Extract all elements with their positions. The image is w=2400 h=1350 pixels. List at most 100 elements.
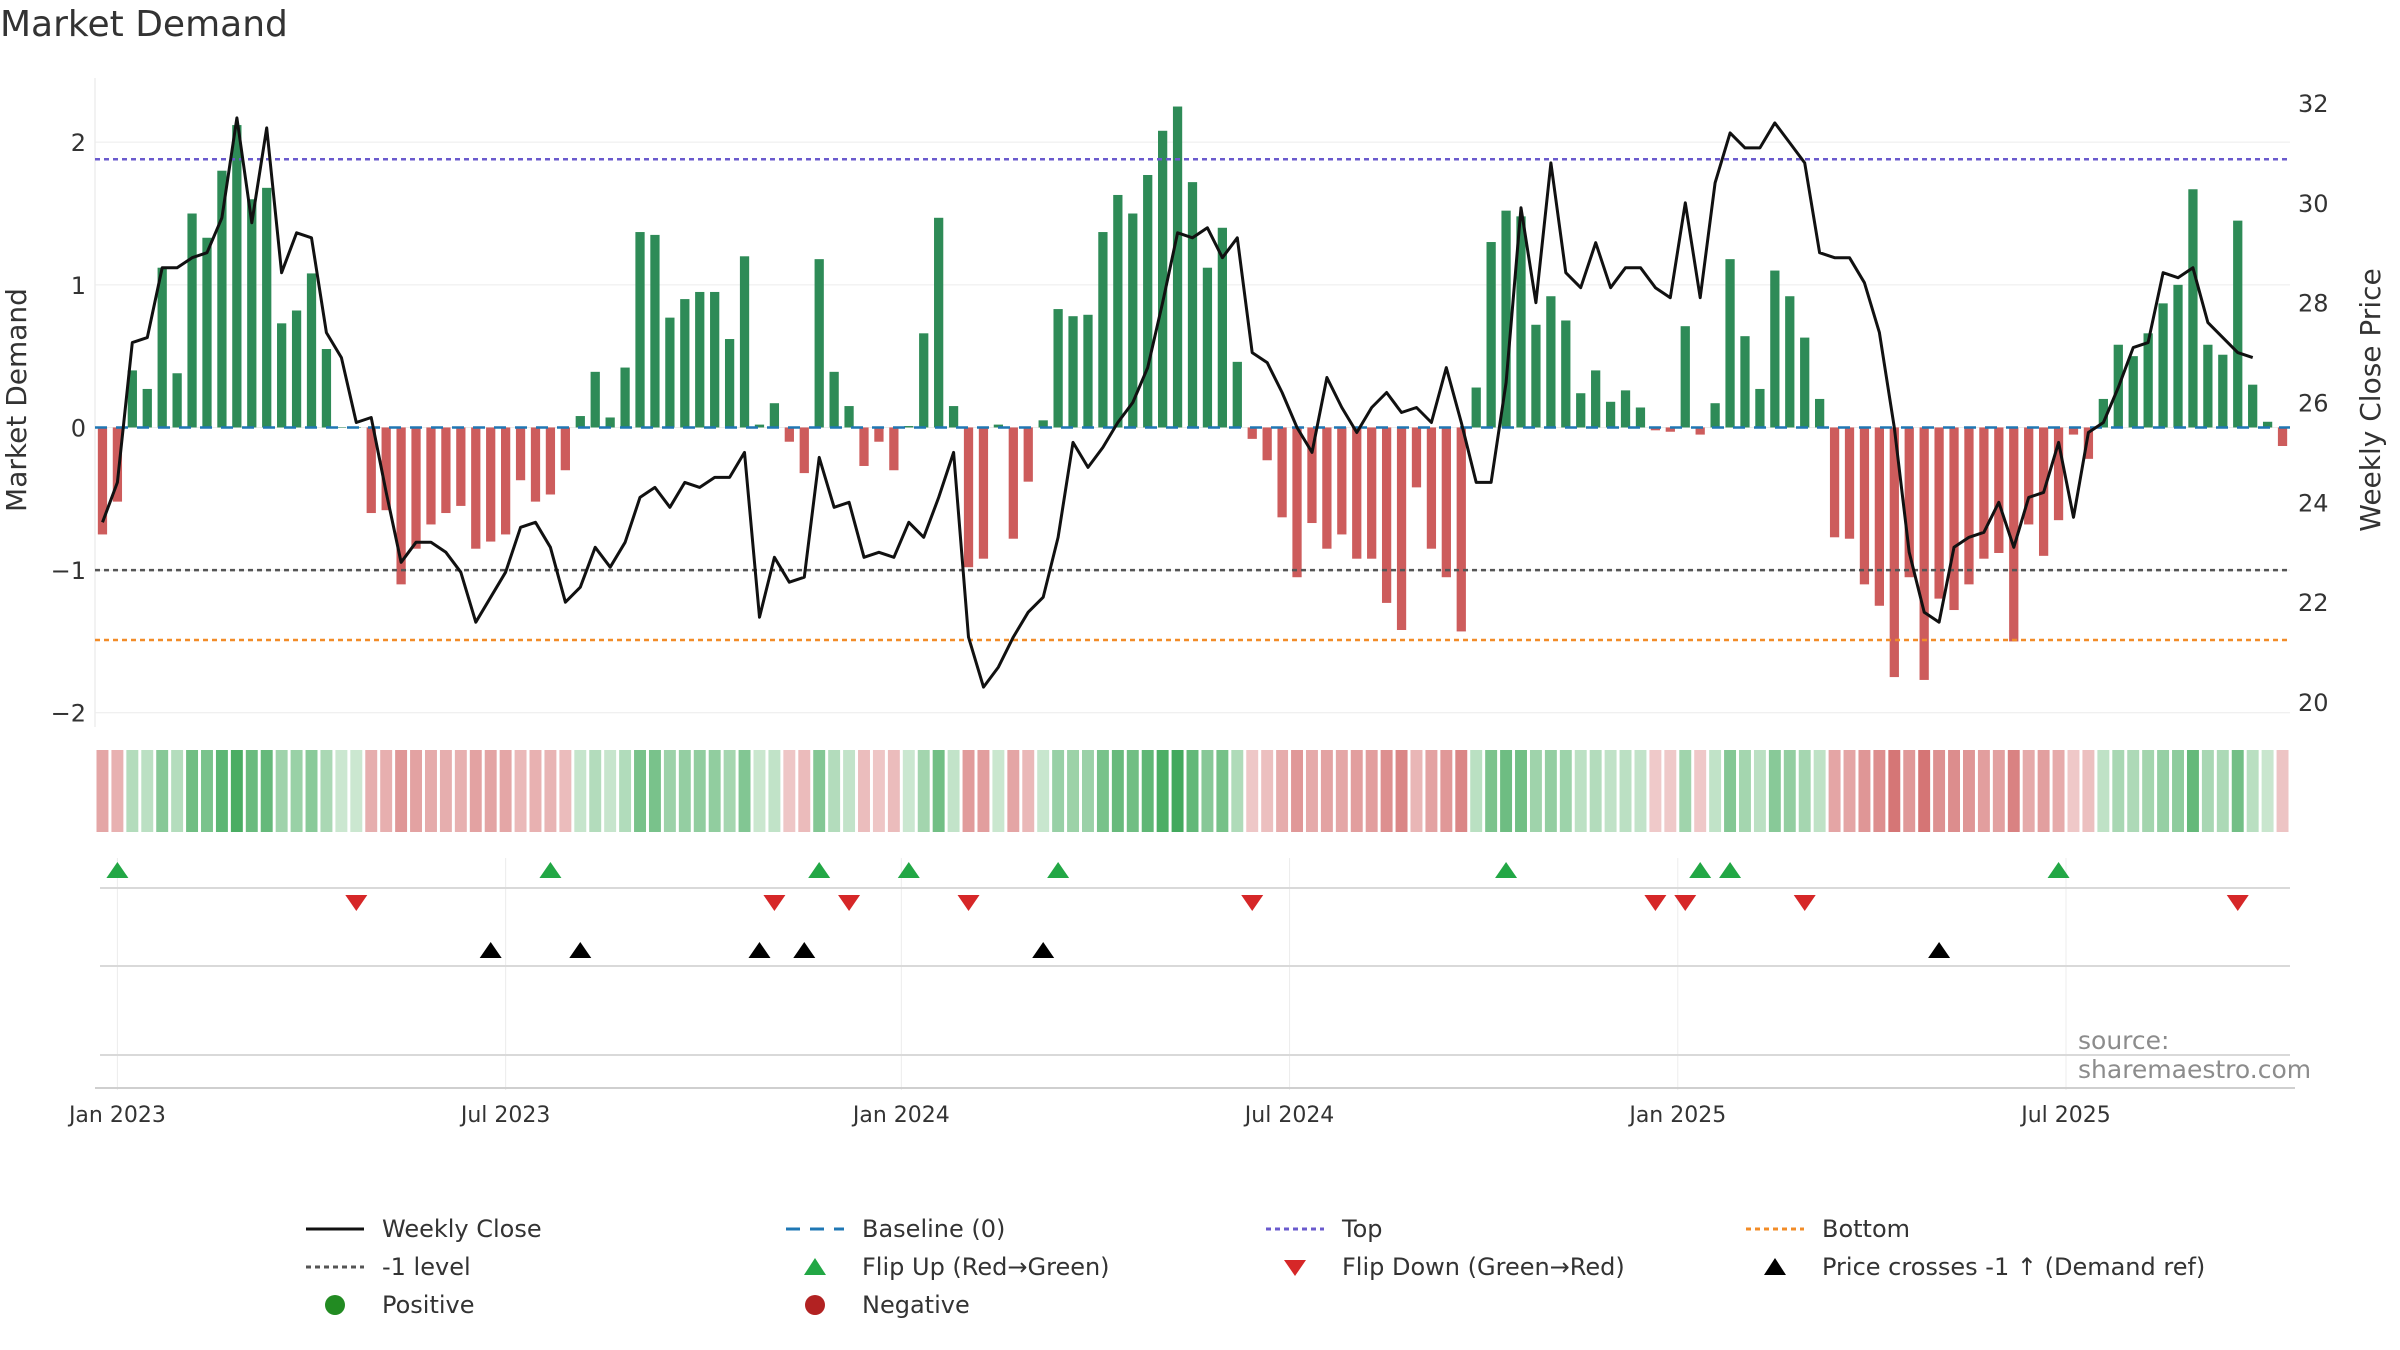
legend-top: Top bbox=[1260, 1212, 1740, 1246]
demand-bar bbox=[739, 256, 750, 428]
demand-bar bbox=[844, 406, 854, 428]
heat-cell bbox=[872, 750, 885, 832]
heat-cell bbox=[1783, 750, 1796, 832]
demand-bar bbox=[2024, 427, 2034, 525]
heat-cell bbox=[589, 750, 602, 832]
heat-cell bbox=[424, 750, 437, 832]
y-tick-label: −1 bbox=[51, 557, 86, 585]
heat-cell bbox=[454, 750, 467, 832]
demand-bar bbox=[1770, 270, 1780, 428]
legend-flip-up: Flip Up (Red→Green) bbox=[780, 1250, 1260, 1284]
heat-cell bbox=[1649, 750, 1662, 832]
demand-bar bbox=[1068, 316, 1078, 428]
chart-title: Market Demand bbox=[0, 4, 288, 45]
demand-bar bbox=[560, 427, 570, 471]
heat-cell bbox=[1813, 750, 1826, 832]
y-tick-label: 0 bbox=[71, 414, 86, 442]
heat-cell bbox=[1111, 750, 1124, 832]
price-cross-marker bbox=[748, 942, 771, 958]
heat-cell bbox=[290, 750, 303, 832]
demand-bar bbox=[187, 213, 197, 428]
y-axis-label: Market Demand bbox=[0, 288, 33, 512]
demand-bar bbox=[1650, 427, 1661, 431]
x-tick-label: Jul 2025 bbox=[2019, 1103, 2111, 1128]
heat-cell bbox=[1679, 750, 1692, 832]
demand-bar bbox=[1023, 427, 1033, 482]
heat-cell bbox=[813, 750, 826, 832]
demand-bar bbox=[2083, 427, 2094, 459]
heat-cell bbox=[2216, 750, 2229, 832]
demand-bar bbox=[1232, 361, 1242, 428]
heat-cell bbox=[1216, 750, 1229, 832]
legend-flip-down: Flip Down (Green→Red) bbox=[1260, 1250, 1740, 1284]
heat-cell bbox=[544, 750, 557, 832]
demand-bar bbox=[1605, 401, 1616, 428]
heat-cell bbox=[1231, 750, 1244, 832]
demand-bar bbox=[1396, 427, 1407, 631]
demand-bar bbox=[217, 170, 227, 428]
demand-bar bbox=[142, 388, 152, 428]
demand-bar bbox=[1874, 427, 1884, 606]
demand-bar bbox=[1680, 326, 1690, 428]
legend-label: Weekly Close bbox=[382, 1215, 542, 1243]
heat-cell bbox=[917, 750, 930, 832]
heat-cell bbox=[439, 750, 452, 832]
legend-label: Price crosses -1 ↑ (Demand ref) bbox=[1822, 1253, 2206, 1281]
heat-cell bbox=[156, 750, 169, 832]
x-tick-label: Jan 2024 bbox=[851, 1103, 950, 1128]
flip-down-marker bbox=[1644, 895, 1667, 911]
demand-bar bbox=[829, 371, 839, 428]
demand-bar bbox=[2053, 427, 2064, 521]
demand-bar bbox=[575, 416, 585, 428]
demand-bar bbox=[1949, 427, 1959, 611]
heat-cell bbox=[887, 750, 900, 832]
heat-cell bbox=[2276, 750, 2289, 832]
heat-cell bbox=[1933, 750, 1946, 832]
demand-bar bbox=[1083, 314, 1093, 428]
price-cross-marker bbox=[793, 942, 816, 958]
heat-cell bbox=[514, 750, 527, 832]
heat-cell bbox=[977, 750, 990, 832]
heat-cell bbox=[1156, 750, 1169, 832]
legend-label: Flip Down (Green→Red) bbox=[1342, 1253, 1625, 1281]
heat-cell bbox=[902, 750, 915, 832]
y2-tick-label: 24 bbox=[2298, 489, 2329, 517]
legend-label: Negative bbox=[862, 1291, 970, 1319]
legend-positive: Positive bbox=[300, 1288, 780, 1322]
demand-bar bbox=[1800, 337, 1810, 428]
demand-bar bbox=[515, 427, 526, 481]
demand-bar bbox=[1501, 210, 1511, 428]
flip-up-marker bbox=[808, 862, 831, 878]
y2-tick-label: 28 bbox=[2298, 290, 2329, 318]
dot-green-icon bbox=[325, 1295, 345, 1315]
flip-down-marker bbox=[1241, 895, 1264, 911]
heat-cell bbox=[678, 750, 691, 832]
heat-cell bbox=[2142, 750, 2155, 832]
demand-bar bbox=[127, 370, 137, 428]
demand-bar bbox=[1904, 427, 1914, 578]
heat-cell bbox=[604, 750, 617, 832]
y2-axis-label: Weekly Close Price bbox=[2354, 268, 2387, 531]
demand-bar bbox=[1889, 427, 1899, 678]
heat-cell bbox=[1067, 750, 1080, 832]
demand-bar bbox=[97, 427, 108, 535]
demand-bar bbox=[1262, 427, 1272, 461]
demand-bar bbox=[1859, 427, 1870, 585]
heat-cell bbox=[1052, 750, 1065, 832]
demand-bar bbox=[1620, 390, 1631, 428]
heat-cell bbox=[126, 750, 139, 832]
demand-bar bbox=[1441, 427, 1451, 578]
demand-bar bbox=[1785, 296, 1795, 428]
heat-cell bbox=[111, 750, 124, 832]
heat-cell bbox=[1768, 750, 1781, 832]
heat-cell bbox=[1515, 750, 1527, 832]
heat-cell bbox=[1843, 750, 1856, 832]
demand-bar bbox=[978, 427, 989, 559]
demand-bar bbox=[336, 427, 347, 428]
demand-bar bbox=[620, 367, 630, 428]
heat-cell bbox=[1365, 750, 1378, 832]
demand-bar bbox=[471, 427, 481, 549]
demand-bar bbox=[366, 427, 376, 514]
demand-bar bbox=[650, 234, 660, 428]
flip-up-marker bbox=[2047, 862, 2070, 878]
